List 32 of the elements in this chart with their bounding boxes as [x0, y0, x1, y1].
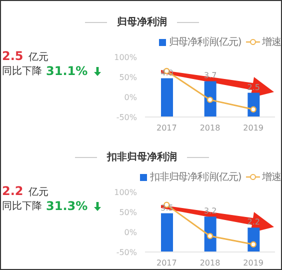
- point: [206, 96, 214, 103]
- data-label: 2.5: [247, 82, 260, 92]
- data-label: 3.5: [160, 203, 174, 212]
- y-tick-label: -50%: [116, 112, 138, 122]
- y-tick-label: 50%: [119, 208, 138, 217]
- y-tick-label: 100%: [114, 52, 138, 62]
- data-label: 4.0: [160, 68, 174, 78]
- x-tick-label: 2018: [200, 258, 220, 268]
- y-tick-label: 100%: [114, 188, 138, 197]
- point: [206, 232, 214, 240]
- legend-label: 扣非归母净利润(亿元): [148, 170, 242, 184]
- chart-title: 归母净利润: [117, 15, 167, 29]
- y-tick-label: 50%: [119, 72, 138, 82]
- text: 同比下降 31.1%: [2, 64, 88, 78]
- chart-title: 扣非归母净利润: [107, 150, 177, 164]
- x-tick-label: 2019: [243, 258, 264, 268]
- point: [250, 241, 256, 248]
- data-label: 2.2: [247, 218, 260, 227]
- y-tick-label: 0%: [124, 92, 138, 102]
- text: 2.5 亿元: [2, 49, 48, 63]
- text: 2.2 亿元: [2, 184, 48, 198]
- point: [250, 106, 256, 112]
- x-tick-label: 2017: [156, 258, 177, 268]
- legend-label: 增速: [261, 170, 281, 184]
- x-tick-label: 2019: [243, 124, 264, 133]
- legend-label: 归母净利润(亿元): [168, 36, 242, 49]
- text: 同比下降 31.3%: [2, 199, 88, 213]
- y-tick-label: 0%: [124, 228, 138, 237]
- x-tick-label: 2018: [200, 124, 220, 133]
- legend-label: 增速: [261, 36, 281, 49]
- x-tick-label: 2017: [156, 124, 177, 133]
- y-tick-label: -50%: [116, 248, 138, 257]
